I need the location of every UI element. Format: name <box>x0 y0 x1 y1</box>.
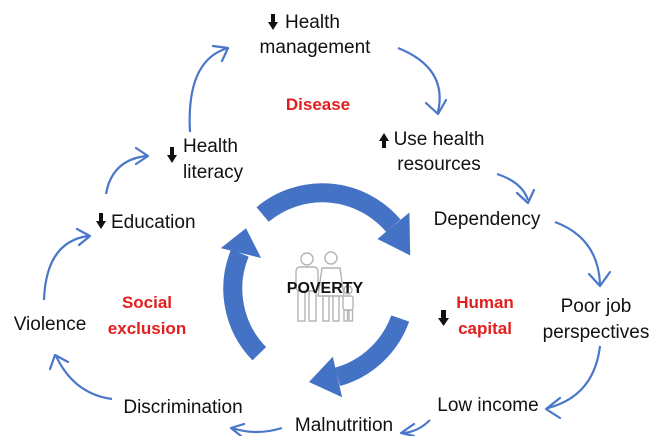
center-arc-left <box>223 249 267 361</box>
arrowhead-violence-to-education <box>75 227 92 247</box>
center-arc-top <box>256 183 401 233</box>
node-health-management-line1: Health <box>285 12 340 33</box>
arrow-management-to-resources <box>397 46 441 113</box>
center-arrowhead-left <box>220 228 262 258</box>
education-down-arrow <box>96 213 106 229</box>
node-dependency: Dependency <box>434 209 541 230</box>
human-capital-down-arrow <box>438 310 449 326</box>
center-arrowhead-bottom <box>309 356 343 398</box>
node-health-literacy-line1: Health <box>183 136 238 157</box>
center-arc-bottom <box>334 315 410 387</box>
node-violence: Violence <box>14 314 87 335</box>
node-use-health-resources-line1: Use health <box>394 129 485 150</box>
node-malnutrition: Malnutrition <box>295 415 393 436</box>
outer-cycle-arrows <box>42 44 612 438</box>
use-health-resources-up-head <box>379 133 389 141</box>
health-literacy-down-arrow <box>167 147 177 163</box>
arrow-malnutrition-to-discrimination <box>231 426 283 434</box>
node-poor-job-perspectives-line1: Poor job <box>561 296 632 317</box>
health-management-down-arrow <box>268 14 278 30</box>
node-discrimination: Discrimination <box>123 397 242 418</box>
node-use-health-resources-line2: resources <box>397 154 480 175</box>
arrow-violence-to-education <box>42 234 89 301</box>
section-human-capital-line2: capital <box>458 319 512 338</box>
arrowhead-dependency-to-job <box>587 270 612 288</box>
center-arrowhead-top <box>377 212 411 256</box>
node-education: Education <box>111 212 196 233</box>
arrowhead-discrimination-to-violence <box>48 353 70 371</box>
family-icon <box>295 251 354 322</box>
section-social-exclusion-line2: exclusion <box>108 319 186 338</box>
center-label: POVERTY <box>287 280 364 297</box>
node-poor-job-perspectives-line2: perspectives <box>543 322 650 343</box>
section-disease: Disease <box>286 95 350 114</box>
arrowhead-job-to-income <box>544 396 562 420</box>
node-health-management-line2: management <box>260 37 372 58</box>
arrowhead-management-to-resources <box>424 98 448 116</box>
arrowhead-literacy-to-management <box>211 44 230 63</box>
arrow-job-to-income <box>547 345 602 410</box>
arrowhead-education-to-literacy <box>134 146 150 166</box>
arrowhead-malnutrition-to-discrimination <box>229 422 246 438</box>
use-health-resources-up-arrow <box>382 140 386 148</box>
arrow-literacy-to-management <box>188 46 229 133</box>
arrow-education-to-literacy <box>104 154 147 195</box>
central-cycle <box>220 183 411 398</box>
arrowhead-resources-to-dependency <box>515 188 536 205</box>
section-social-exclusion-line1: Social <box>122 293 172 312</box>
arrow-discrimination-to-violence <box>55 355 113 401</box>
arrow-resources-to-dependency <box>496 172 530 201</box>
section-human-capital-line1: Human <box>456 293 514 312</box>
node-low-income: Low income <box>437 395 538 416</box>
arrow-dependency-to-job <box>554 220 602 285</box>
node-health-literacy-line2: literacy <box>183 162 244 183</box>
arrowhead-income-to-malnutrition <box>399 422 416 438</box>
arrow-income-to-malnutrition <box>402 419 431 435</box>
